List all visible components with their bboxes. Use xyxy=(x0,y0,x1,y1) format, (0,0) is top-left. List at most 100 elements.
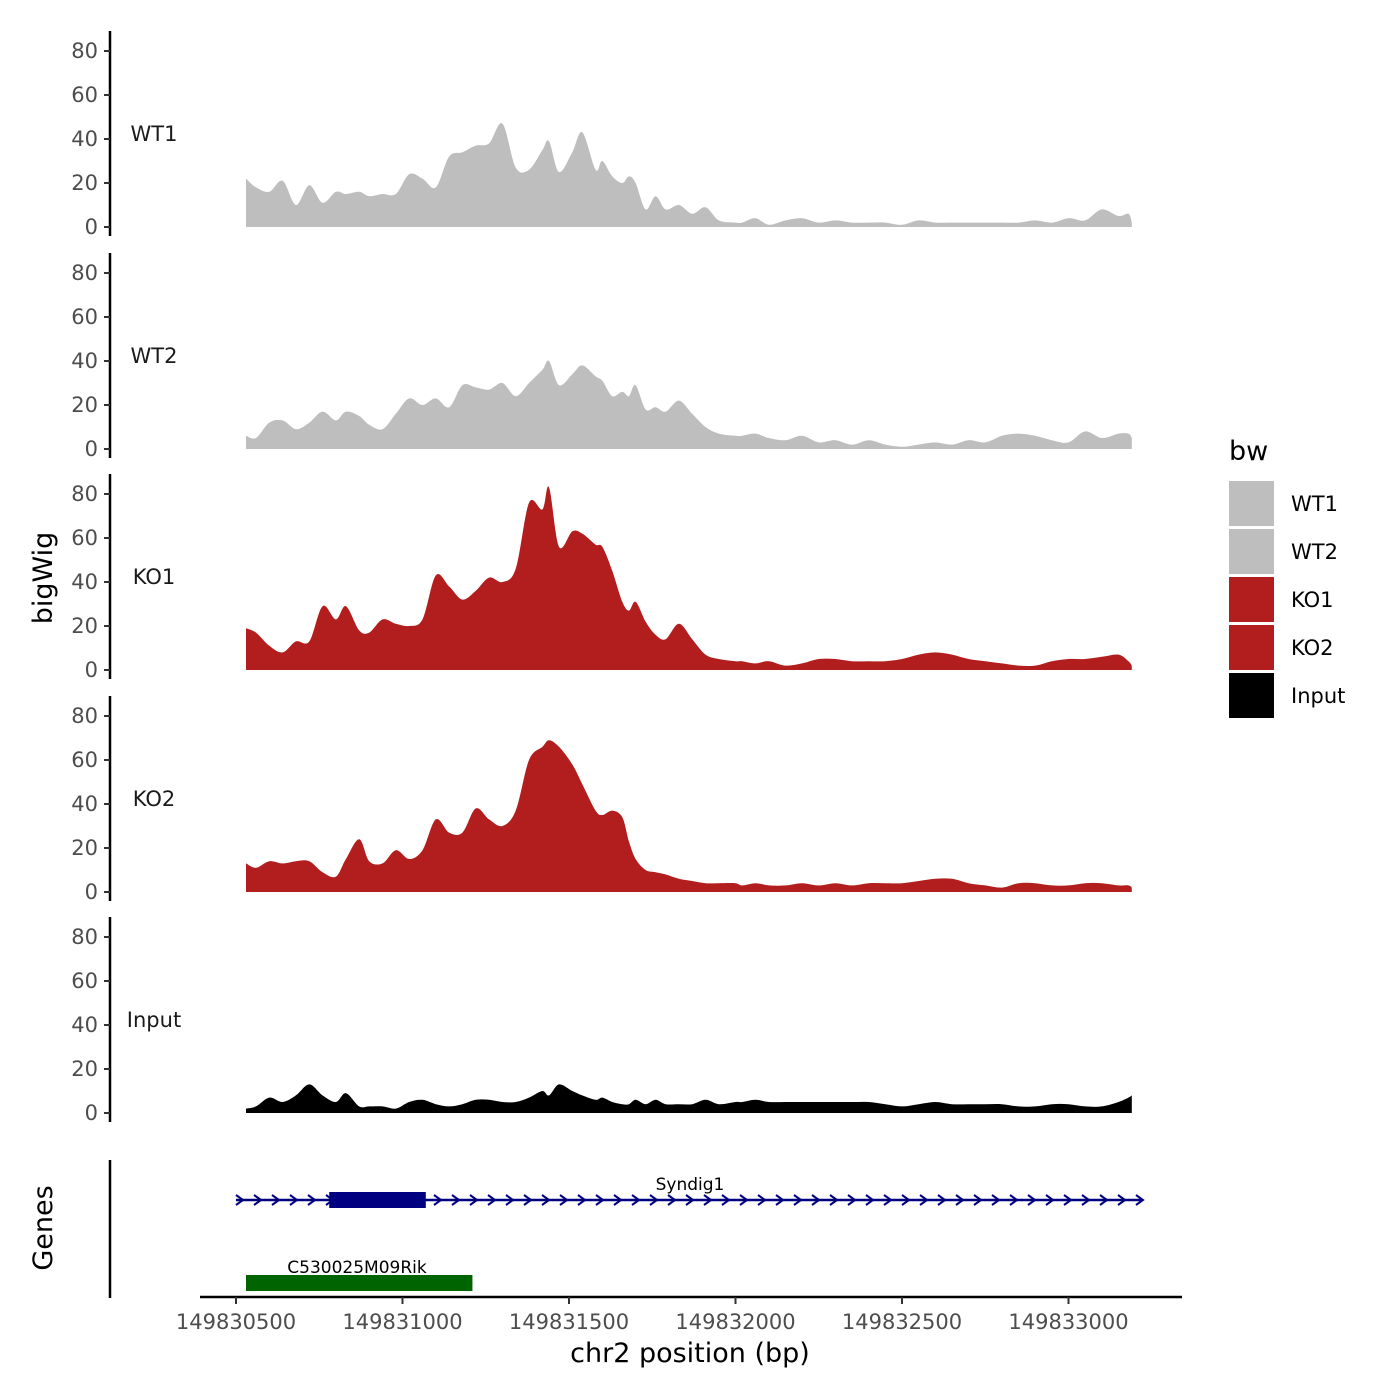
x-tick-label: 149833000 xyxy=(1008,1310,1128,1334)
strand-arrow xyxy=(433,1194,443,1206)
area-ko1 xyxy=(246,486,1132,670)
x-tick-label: 149831000 xyxy=(342,1310,462,1334)
strand-arrow xyxy=(1117,1194,1127,1206)
panel-label: KO2 xyxy=(133,787,176,811)
panel-label: KO1 xyxy=(133,565,176,589)
legend-label: KO2 xyxy=(1291,636,1334,660)
panel-label: WT2 xyxy=(131,344,178,368)
strand-arrow xyxy=(289,1194,299,1206)
y-tick-label: 20 xyxy=(71,836,98,860)
y-tick-label: 40 xyxy=(71,349,98,373)
strand-arrow xyxy=(613,1194,623,1206)
panel-input: 0 20 40 60 80 Input xyxy=(71,917,1132,1125)
y-axis-title: bigWig xyxy=(28,532,59,625)
panel-wt2: 0 20 40 60 80 WT2 xyxy=(71,253,1132,461)
strand-arrow xyxy=(1081,1194,1091,1206)
legend-swatch xyxy=(1229,529,1274,574)
strand-arrow xyxy=(1027,1194,1037,1206)
strand-arrow xyxy=(739,1194,749,1206)
panel-ko1: 0 20 40 60 80 KO1 xyxy=(71,474,1132,682)
y-tick-label: 0 xyxy=(85,215,98,239)
legend-label: WT2 xyxy=(1291,540,1338,564)
y-tick-label: 20 xyxy=(71,171,98,195)
y-tick-label: 20 xyxy=(71,1057,98,1081)
legend-swatch xyxy=(1229,481,1274,526)
panel-ko2: 0 20 40 60 80 KO2 xyxy=(71,696,1132,904)
strand-arrow xyxy=(523,1194,533,1206)
panel-label: Input xyxy=(127,1008,181,1032)
strand-arrow xyxy=(991,1194,1001,1206)
panel-label: WT1 xyxy=(131,122,178,146)
strand-arrow xyxy=(595,1194,605,1206)
y-tick-label: 80 xyxy=(71,261,98,285)
strand-arrow xyxy=(937,1194,947,1206)
legend-swatch xyxy=(1229,673,1274,718)
signal-panels: 0 20 40 60 80 WT1 0 20 40 60 80 WT2 0 20 40 60 80 KO1 0 20 4… xyxy=(71,31,1132,1125)
genes-track: Genes Syndig1 C530025M09Rik xyxy=(28,1160,1145,1298)
panel-wt1: 0 20 40 60 80 WT1 xyxy=(71,31,1132,239)
legend-item-wt1: WT1 xyxy=(1229,481,1338,526)
y-tick-label: 80 xyxy=(71,704,98,728)
y-tick-label: 20 xyxy=(71,614,98,638)
y-tick-label: 40 xyxy=(71,792,98,816)
gene-label: Syndig1 xyxy=(656,1175,725,1195)
legend-item-wt2: WT2 xyxy=(1229,529,1338,574)
x-tick-label: 149830500 xyxy=(176,1310,296,1334)
strand-arrow xyxy=(883,1194,893,1206)
y-tick-label: 60 xyxy=(71,83,98,107)
gene-label: C530025M09Rik xyxy=(287,1258,427,1278)
legend-item-ko2: KO2 xyxy=(1229,625,1334,670)
y-tick-label: 0 xyxy=(85,658,98,682)
strand-arrow xyxy=(955,1194,965,1206)
strand-arrow xyxy=(685,1194,695,1206)
gene-syndig1: Syndig1 xyxy=(235,1175,1145,1208)
strand-arrow xyxy=(253,1194,263,1206)
y-tick-label: 60 xyxy=(71,969,98,993)
area-ko2 xyxy=(246,740,1132,892)
strand-arrow xyxy=(775,1194,785,1206)
gene-exon xyxy=(329,1192,426,1208)
y-tick-label: 60 xyxy=(71,305,98,329)
strand-arrow xyxy=(505,1194,515,1206)
x-axis-title: chr2 position (bp) xyxy=(570,1338,810,1369)
strand-arrow xyxy=(757,1194,767,1206)
y-tick-label: 40 xyxy=(71,570,98,594)
genes-track-label: Genes xyxy=(28,1185,59,1270)
strand-arrow xyxy=(649,1194,659,1206)
legend-swatch xyxy=(1229,577,1274,622)
gene-exon xyxy=(245,1275,473,1291)
strand-arrow xyxy=(451,1194,461,1206)
strand-arrow xyxy=(235,1194,245,1206)
strand-arrow xyxy=(307,1194,317,1206)
legend-label: KO1 xyxy=(1291,588,1334,612)
strand-arrow xyxy=(793,1194,803,1206)
legend-label: Input xyxy=(1291,684,1345,708)
strand-arrow xyxy=(271,1194,281,1206)
y-tick-label: 0 xyxy=(85,1101,98,1125)
x-tick-label: 149832000 xyxy=(675,1310,795,1334)
strand-arrow xyxy=(847,1194,857,1206)
strand-arrow xyxy=(865,1194,875,1206)
y-tick-label: 0 xyxy=(85,437,98,461)
legend-swatch xyxy=(1229,625,1274,670)
strand-arrow xyxy=(1009,1194,1019,1206)
x-axis: 149830500 149831000 149831500 149832000 1498… xyxy=(176,1295,1182,1334)
legend-title: bw xyxy=(1229,436,1268,467)
strand-arrow xyxy=(667,1194,677,1206)
gene-c530025m09rik: C530025M09Rik xyxy=(245,1258,473,1291)
area-wt2 xyxy=(246,360,1132,449)
y-tick-label: 80 xyxy=(71,925,98,949)
strand-arrow xyxy=(541,1194,551,1206)
strand-arrow xyxy=(1135,1194,1145,1206)
area-wt1 xyxy=(246,123,1132,227)
legend-item-input: Input xyxy=(1229,673,1345,718)
strand-arrow xyxy=(1099,1194,1109,1206)
strand-arrow xyxy=(973,1194,983,1206)
strand-arrow xyxy=(1045,1194,1055,1206)
y-tick-label: 40 xyxy=(71,1013,98,1037)
strand-arrow xyxy=(631,1194,641,1206)
legend: bw WT1 WT2 KO1 KO2 Input xyxy=(1229,436,1345,718)
y-tick-label: 40 xyxy=(71,127,98,151)
legend-item-ko1: KO1 xyxy=(1229,577,1334,622)
strand-arrow xyxy=(721,1194,731,1206)
